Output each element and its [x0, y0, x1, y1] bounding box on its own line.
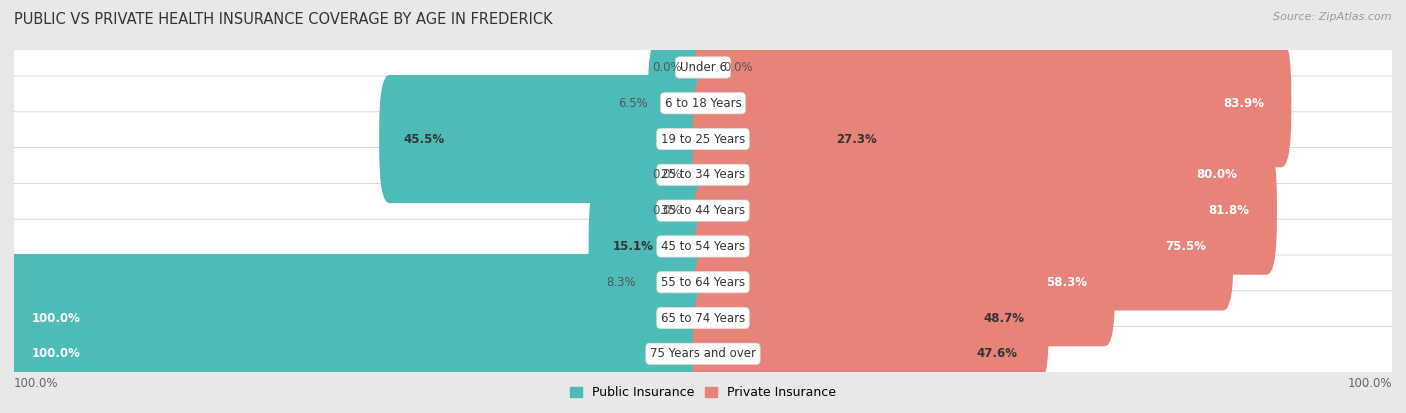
Text: 48.7%: 48.7%: [984, 311, 1025, 325]
Text: PUBLIC VS PRIVATE HEALTH INSURANCE COVERAGE BY AGE IN FREDERICK: PUBLIC VS PRIVATE HEALTH INSURANCE COVER…: [14, 12, 553, 27]
Text: 47.6%: 47.6%: [976, 347, 1017, 360]
Text: 25 to 34 Years: 25 to 34 Years: [661, 169, 745, 181]
FancyBboxPatch shape: [13, 76, 1393, 131]
Text: 65 to 74 Years: 65 to 74 Years: [661, 311, 745, 325]
Text: 0.0%: 0.0%: [724, 61, 754, 74]
FancyBboxPatch shape: [693, 254, 1049, 382]
FancyBboxPatch shape: [13, 112, 1393, 166]
Text: 0.0%: 0.0%: [652, 169, 682, 181]
FancyBboxPatch shape: [4, 290, 713, 413]
Text: Under 6: Under 6: [679, 61, 727, 74]
Text: 58.3%: 58.3%: [1046, 276, 1087, 289]
FancyBboxPatch shape: [13, 219, 1393, 274]
FancyBboxPatch shape: [13, 147, 1393, 202]
FancyBboxPatch shape: [13, 327, 1393, 381]
FancyBboxPatch shape: [13, 255, 1393, 309]
Text: 75 Years and over: 75 Years and over: [650, 347, 756, 360]
FancyBboxPatch shape: [693, 218, 1115, 346]
Text: 75.5%: 75.5%: [1166, 240, 1206, 253]
Text: 0.0%: 0.0%: [652, 204, 682, 217]
Text: 45 to 54 Years: 45 to 54 Years: [661, 240, 745, 253]
FancyBboxPatch shape: [693, 111, 1264, 239]
Text: 80.0%: 80.0%: [1197, 169, 1237, 181]
FancyBboxPatch shape: [13, 291, 1393, 345]
Text: 8.3%: 8.3%: [606, 276, 636, 289]
FancyBboxPatch shape: [693, 75, 901, 203]
Text: 35 to 44 Years: 35 to 44 Years: [661, 204, 745, 217]
Text: Source: ZipAtlas.com: Source: ZipAtlas.com: [1274, 12, 1392, 22]
FancyBboxPatch shape: [693, 39, 1291, 167]
FancyBboxPatch shape: [589, 183, 713, 311]
FancyBboxPatch shape: [4, 254, 713, 382]
Text: 100.0%: 100.0%: [31, 347, 80, 360]
Text: 0.0%: 0.0%: [652, 61, 682, 74]
FancyBboxPatch shape: [13, 183, 1393, 238]
Text: 81.8%: 81.8%: [1208, 204, 1250, 217]
Legend: Public Insurance, Private Insurance: Public Insurance, Private Insurance: [565, 381, 841, 404]
Text: 45.5%: 45.5%: [404, 133, 444, 145]
Text: 100.0%: 100.0%: [1347, 377, 1392, 390]
FancyBboxPatch shape: [648, 39, 713, 167]
Text: 100.0%: 100.0%: [14, 377, 59, 390]
Text: 19 to 25 Years: 19 to 25 Years: [661, 133, 745, 145]
FancyBboxPatch shape: [693, 183, 1233, 311]
FancyBboxPatch shape: [13, 40, 1393, 95]
Text: 100.0%: 100.0%: [31, 311, 80, 325]
Text: 6.5%: 6.5%: [619, 97, 648, 110]
FancyBboxPatch shape: [693, 147, 1277, 275]
Text: 83.9%: 83.9%: [1223, 97, 1264, 110]
Text: 27.3%: 27.3%: [837, 133, 877, 145]
FancyBboxPatch shape: [636, 218, 713, 346]
Text: 55 to 64 Years: 55 to 64 Years: [661, 276, 745, 289]
Text: 6 to 18 Years: 6 to 18 Years: [665, 97, 741, 110]
FancyBboxPatch shape: [380, 75, 713, 203]
Text: 15.1%: 15.1%: [613, 240, 654, 253]
FancyBboxPatch shape: [693, 290, 1042, 413]
